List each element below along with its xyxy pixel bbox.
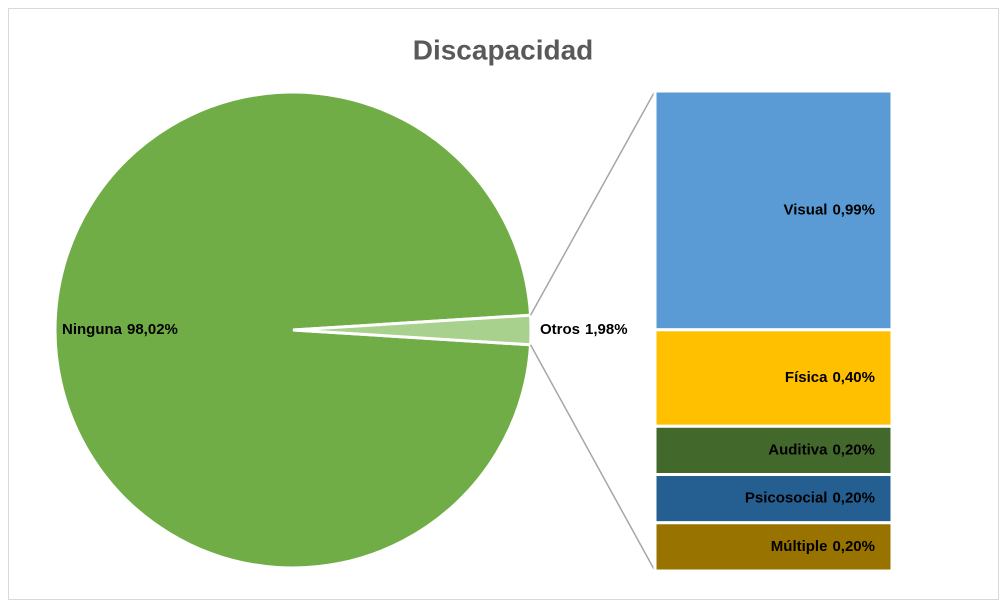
data-label: Múltiple 0,20% (771, 538, 875, 555)
label-value: 1,98% (585, 321, 628, 338)
label-value: 0,99% (832, 201, 875, 218)
label-value: 98,02% (127, 321, 178, 338)
pie-slice (292, 313, 533, 347)
label-value: 0,20% (832, 441, 875, 458)
pie-slice (53, 90, 533, 570)
label-category: Múltiple (771, 538, 828, 555)
bar-segment (653, 424, 894, 477)
label-value: 0,20% (832, 538, 875, 555)
label-category: Visual (784, 201, 828, 218)
data-label: Visual 0,99% (784, 201, 875, 218)
label-value: 0,40% (832, 369, 875, 386)
bar-segment (653, 473, 894, 525)
label-category: Auditiva (768, 441, 828, 458)
label-category: Otros (540, 321, 580, 338)
connector (529, 344, 656, 572)
bar-segment (653, 521, 894, 573)
label-category: Psicosocial (745, 490, 828, 507)
connector (529, 90, 656, 316)
data-label: Psicosocial 0,20% (745, 490, 875, 507)
data-label: Otros 1,98% (540, 321, 628, 338)
label-category: Ninguna (62, 321, 123, 338)
label-value: 0,20% (832, 490, 875, 507)
data-label: Física 0,40% (785, 369, 875, 386)
data-label: Auditiva 0,20% (768, 441, 875, 458)
chart-title: Discapacidad (413, 34, 594, 65)
label-category: Física (785, 369, 828, 386)
data-label: Ninguna 98,02% (62, 321, 178, 338)
bar-segment (653, 89, 894, 332)
